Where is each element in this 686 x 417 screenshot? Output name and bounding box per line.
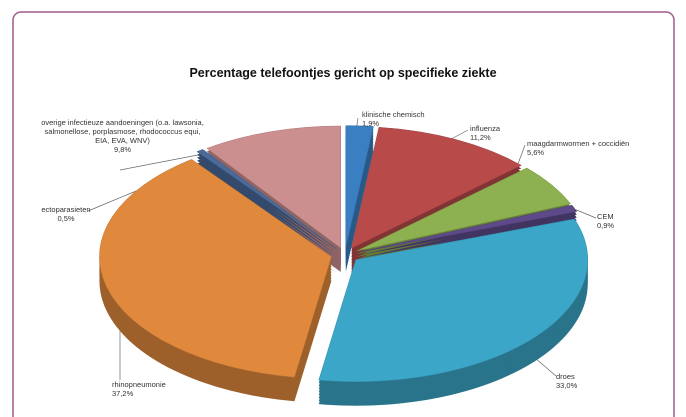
slice xyxy=(350,127,522,249)
label-name: droes xyxy=(556,372,575,381)
slice-label: ectoparasieten 0,5% xyxy=(36,205,96,223)
slice xyxy=(196,149,337,250)
label-name: maagdarmwormen + coccidiën xyxy=(527,139,630,148)
chart-title: Percentage telefoontjes gericht op speci… xyxy=(189,66,497,80)
slice-label: influenza 11,2% xyxy=(470,124,530,142)
slice-label: droes 33,0% xyxy=(556,372,596,390)
slice xyxy=(99,159,332,378)
label-value: 37,2% xyxy=(112,389,134,398)
slice xyxy=(206,125,342,249)
label-name: klinische chemisch xyxy=(362,110,425,119)
label-value: 0,9% xyxy=(597,221,615,230)
label-value: 5,6% xyxy=(527,148,545,157)
label-name: rhinopneumonie xyxy=(112,380,166,389)
label-value: 9,8% xyxy=(113,145,132,154)
slice-side xyxy=(196,155,337,256)
label-value: 1,9% xyxy=(362,119,380,128)
slice-side xyxy=(196,152,337,253)
label-value: 0,5% xyxy=(57,214,75,223)
label-name: CEM xyxy=(597,212,614,221)
slice-label: klinische chemisch 1,9% xyxy=(362,110,452,128)
slice xyxy=(345,125,374,248)
label-value: 11,2% xyxy=(470,133,491,142)
label-name: overige infectieuze aandoeningen (o.a. l… xyxy=(41,118,204,145)
slice-label: overige infectieuze aandoeningen (o.a. l… xyxy=(40,118,205,154)
label-value: 33,0% xyxy=(556,381,578,390)
label-name: influenza xyxy=(470,124,501,133)
slice-label: rhinopneumonie 37,2% xyxy=(112,380,182,398)
slice-label: CEM 0,9% xyxy=(597,212,637,230)
slice-label: maagdarmwormen + coccidiën 5,6% xyxy=(527,139,647,157)
slice xyxy=(318,218,588,382)
slice xyxy=(356,167,572,252)
slice xyxy=(358,204,578,253)
label-name: ectoparasieten xyxy=(41,205,91,214)
slice-side xyxy=(196,158,337,259)
